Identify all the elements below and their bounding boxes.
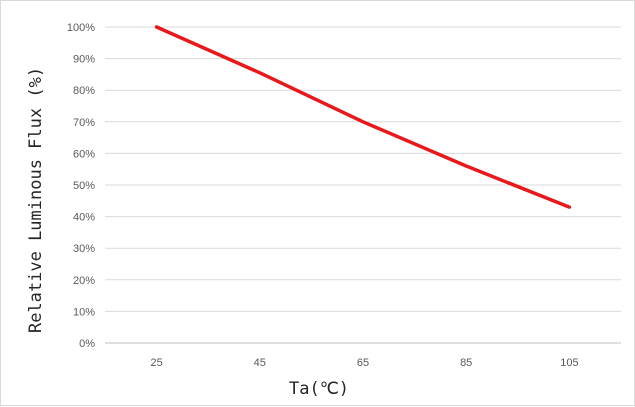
x-tick-label: 65 (357, 357, 369, 369)
y-tick-label: 30% (73, 243, 95, 255)
y-tick-label: 80% (73, 85, 95, 97)
x-tick-label: 45 (254, 357, 266, 369)
series-line (154, 25, 572, 209)
x-tick-label: 105 (560, 357, 578, 369)
x-tick-label: 25 (150, 357, 162, 369)
y-axis-title: Relative Luminous Flux (%) (26, 67, 46, 333)
y-tick-label: 10% (73, 306, 95, 318)
x-axis-title: Ta(℃) (289, 379, 349, 399)
y-tick-label: 0% (79, 338, 95, 350)
y-tick-labels: 0% 10% 20% 30% 40% 50% 60% 70% 80% 90% 100% (67, 22, 95, 350)
y-tick-label: 70% (73, 117, 95, 129)
x-tick-labels: 25 45 65 85 105 (150, 357, 578, 369)
y-tick-label: 90% (73, 54, 95, 66)
series-layer (154, 25, 572, 209)
y-tick-label: 40% (73, 212, 95, 224)
y-tick-label: 50% (73, 180, 95, 192)
y-tick-label: 60% (73, 148, 95, 160)
y-tick-label: 100% (67, 22, 95, 34)
x-tick-label: 85 (460, 357, 472, 369)
y-tick-label: 20% (73, 275, 95, 287)
gridlines (105, 26, 621, 344)
